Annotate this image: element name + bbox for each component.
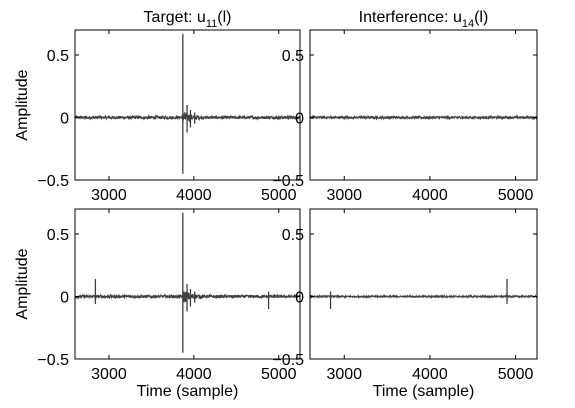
x-tick-label: 3000: [91, 187, 127, 204]
y-tick-label: 0.5: [47, 48, 69, 65]
x-tick-label: 5000: [261, 366, 297, 383]
y-tick-label: 0.5: [282, 48, 304, 65]
x-tick-label: 4000: [176, 187, 212, 204]
x-tick-label: 5000: [498, 187, 534, 204]
y-tick-label: −0.5: [272, 352, 304, 369]
subplot-3: 3000 4000 5000 0.5 0 −0.5 Amplitude Time (sampl…: [14, 208, 301, 400]
y-tick-label: 0.5: [282, 227, 304, 244]
trace-group: [75, 212, 300, 353]
x-tick-label: 4000: [412, 187, 448, 204]
x-tick-label: 5000: [498, 366, 534, 383]
y-tick-label: −0.5: [37, 352, 69, 369]
x-tick-label: 4000: [412, 366, 448, 383]
subplot-title: Target: u11(l): [144, 9, 232, 30]
subplot-title: Interference: u14(l): [359, 9, 489, 30]
axes-box: [309, 208, 538, 360]
x-tick-label: 5000: [261, 187, 297, 204]
signal-trace: [310, 293, 537, 300]
x-tick-label: 3000: [326, 187, 362, 204]
trace-group: [75, 33, 300, 174]
x-axis-label: Time (sample): [373, 383, 475, 400]
x-tick-label: 3000: [91, 366, 127, 383]
y-tick-label: 0: [295, 290, 304, 307]
axes-box: [74, 29, 301, 181]
y-tick-label: −0.5: [272, 173, 304, 190]
subplot-1: 3000 4000 5000 0.5 0 −0.5 Target: u11(l) Amplit…: [14, 9, 301, 204]
y-axis-label: Amplitude: [14, 248, 31, 319]
y-tick-label: −0.5: [37, 173, 69, 190]
x-axis-label: Time (sample): [137, 383, 239, 400]
y-tick-label: 0: [60, 111, 69, 128]
axes-box: [74, 208, 301, 360]
x-tick-label: 3000: [326, 366, 362, 383]
y-tick-label: 0: [295, 111, 304, 128]
y-axis-label: Amplitude: [14, 69, 31, 140]
y-tick-label: 0: [60, 290, 69, 307]
trace-group: [310, 279, 537, 309]
y-tick-label: 0.5: [47, 227, 69, 244]
signal-trace: [310, 114, 537, 121]
subplot-2: 3000 4000 5000 0.5 0 −0.5 Interference: u14(l): [272, 9, 538, 204]
trace-group: [310, 114, 537, 121]
subplot-4: 3000 4000 5000 0.5 0 −0.5 Time (sample): [272, 208, 538, 400]
axes-box: [309, 29, 538, 181]
x-tick-label: 4000: [176, 366, 212, 383]
